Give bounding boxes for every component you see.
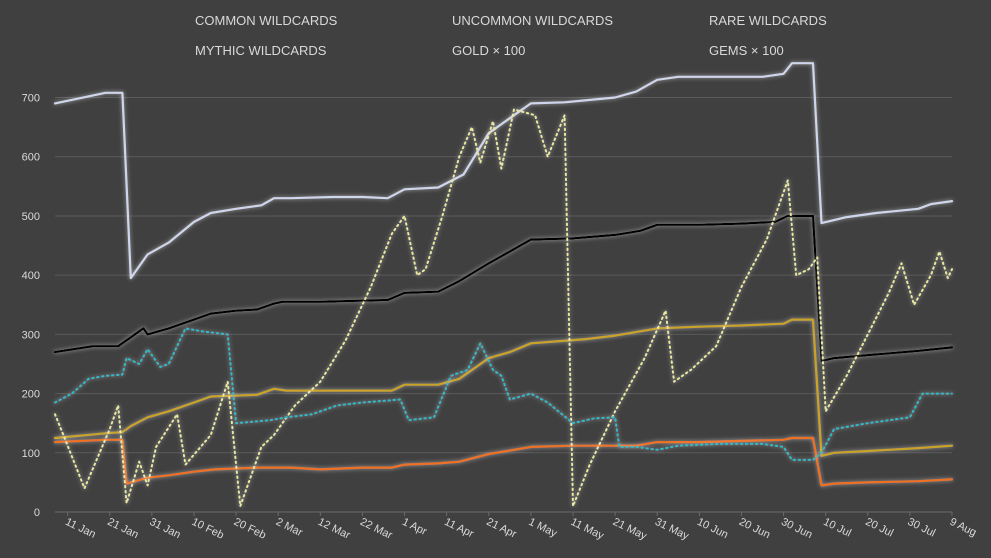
- series-lines: [53, 62, 954, 508]
- x-tick-label: 30 Jul: [906, 516, 938, 540]
- series-line-gold-100: [54, 108, 953, 508]
- legend: COMMON WILDCARDS UNCOMMON WILDCARDS RARE W…: [156, 13, 827, 58]
- legend-label: COMMON WILDCARDS: [195, 13, 338, 28]
- y-tick-label: 500: [22, 211, 40, 223]
- legend-item: MYTHIC WILDCARDS: [156, 43, 327, 58]
- legend-item: GEMS × 100: [670, 43, 784, 58]
- x-tick-label: 12 Mar: [316, 516, 352, 542]
- x-tick-label: 10 Feb: [190, 516, 226, 542]
- x-tick-label: 2 Mar: [274, 516, 305, 539]
- legend-item: COMMON WILDCARDS: [156, 13, 338, 28]
- x-tick-label: 9 Aug: [948, 516, 979, 539]
- x-tick-label: 1 May: [527, 516, 560, 540]
- series-line-common-wildcards: [53, 214, 954, 363]
- legend-item: GOLD × 100: [413, 43, 525, 58]
- x-tick-label: 21 May: [611, 516, 649, 543]
- x-tick-label: 30 Jun: [779, 516, 814, 541]
- legend-label: GOLD × 100: [452, 43, 525, 58]
- y-tick-label: 700: [22, 93, 40, 105]
- x-tick-label: 1 Apr: [400, 516, 429, 538]
- x-tick-label: 20 Jun: [737, 516, 772, 541]
- x-tick-label: 11 Jan: [63, 516, 97, 541]
- y-tick-label: 300: [22, 329, 40, 341]
- x-tick-label: 11 Apr: [442, 516, 475, 541]
- series-line-uncommon-wildcards: [53, 62, 954, 280]
- series-line-gems-100: [54, 327, 953, 461]
- x-tick-label: 20 Feb: [232, 516, 268, 542]
- legend-item: RARE WILDCARDS: [670, 13, 827, 28]
- x-tick-label: 31 May: [653, 516, 691, 543]
- x-tick-label: 11 May: [569, 516, 606, 542]
- legend-label: UNCOMMON WILDCARDS: [452, 13, 613, 28]
- series-line-rare-wildcards: [53, 318, 954, 457]
- x-tick-label: 21 Apr: [484, 516, 518, 541]
- y-tick-label: 400: [22, 270, 40, 282]
- x-tick-label: 22 Mar: [358, 516, 394, 542]
- y-tick-label: 100: [22, 448, 40, 460]
- legend-label: GEMS × 100: [709, 43, 784, 58]
- y-tick-label: 0: [34, 507, 40, 519]
- y-tick-label: 200: [22, 389, 40, 401]
- x-tick-label: 31 Jan: [148, 516, 183, 541]
- legend-label: MYTHIC WILDCARDS: [195, 43, 327, 58]
- x-tick-label: 10 Jun: [695, 516, 730, 541]
- series-line-mythic-wildcards: [53, 436, 954, 487]
- legend-label: RARE WILDCARDS: [709, 13, 827, 28]
- x-tick-label: 10 Jul: [821, 516, 853, 540]
- x-tick-label: 21 Jan: [105, 516, 140, 541]
- y-tick-label: 600: [22, 152, 40, 164]
- legend-item: UNCOMMON WILDCARDS: [413, 13, 613, 28]
- x-tick-label: 20 Jul: [863, 516, 895, 540]
